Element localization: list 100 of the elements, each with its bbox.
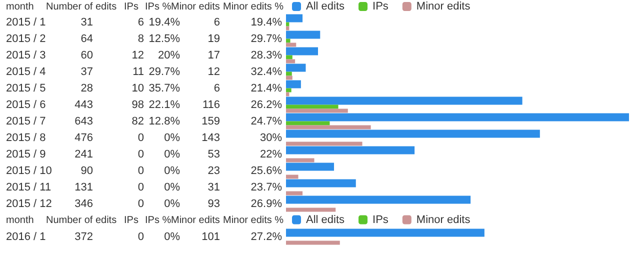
bar bbox=[286, 208, 336, 212]
data-label: 0 bbox=[138, 148, 144, 160]
text: 22% bbox=[260, 148, 282, 160]
text: 27.2% bbox=[250, 230, 282, 243]
text: Minor edits bbox=[171, 214, 220, 226]
text: 29.7% bbox=[250, 32, 282, 45]
text: 26.9% bbox=[250, 198, 282, 210]
data-label: 0 bbox=[138, 198, 144, 210]
y-tick-label: 2015 / 4 bbox=[6, 66, 46, 78]
data-label: 101 bbox=[202, 230, 220, 243]
bar bbox=[286, 113, 629, 122]
text: 32.4% bbox=[250, 66, 282, 78]
data-label: 60 bbox=[80, 49, 93, 62]
data-label: 12 bbox=[208, 66, 220, 78]
bar bbox=[286, 26, 290, 30]
y-tick-label: 2015 / 12 bbox=[6, 198, 52, 210]
bar bbox=[286, 196, 471, 204]
text: IPs bbox=[124, 2, 138, 12]
text: 26.2% bbox=[250, 98, 282, 111]
data-label: 90 bbox=[80, 164, 93, 177]
bar bbox=[286, 47, 318, 56]
data-label: 372 bbox=[74, 230, 93, 243]
data-label: 643 bbox=[74, 115, 93, 128]
bar bbox=[286, 59, 296, 64]
data-label: 6 bbox=[138, 16, 144, 28]
data-label: 12 bbox=[132, 49, 144, 62]
data-label: 8 bbox=[138, 32, 144, 45]
text: 0% bbox=[164, 230, 180, 243]
bar bbox=[286, 191, 303, 196]
text: IPs bbox=[124, 214, 138, 226]
legend-label: All edits bbox=[306, 214, 346, 226]
bar bbox=[286, 142, 362, 146]
bar bbox=[286, 76, 292, 80]
text: Number of edits bbox=[46, 214, 117, 226]
y-tick-label: 2015 / 5 bbox=[6, 82, 46, 94]
text: 30% bbox=[260, 132, 282, 144]
text: 0% bbox=[164, 148, 180, 160]
text: 0% bbox=[164, 181, 180, 194]
bar bbox=[286, 42, 296, 47]
text: 28.3% bbox=[250, 49, 282, 62]
text: IPs bbox=[372, 214, 388, 226]
y-tick-label: 2015 / 7 bbox=[6, 115, 46, 128]
data-label: 116 bbox=[202, 98, 220, 111]
text: 0% bbox=[164, 164, 180, 177]
bar bbox=[286, 146, 415, 154]
bar bbox=[286, 174, 298, 179]
text: 0% bbox=[164, 198, 180, 210]
text: Minor edits % bbox=[223, 214, 284, 226]
data-label: 131 bbox=[74, 181, 93, 194]
text: 24.7% bbox=[250, 115, 282, 128]
text: month bbox=[6, 2, 34, 12]
data-label: 82 bbox=[132, 115, 144, 128]
text: 29.7% bbox=[148, 66, 180, 78]
text: Minor edits bbox=[171, 2, 220, 12]
data-label: 31 bbox=[80, 16, 93, 28]
bar bbox=[286, 158, 314, 162]
y-tick-label: 2015 / 11 bbox=[6, 181, 52, 194]
data-label: 10 bbox=[132, 82, 144, 94]
data-label: 98 bbox=[132, 98, 144, 111]
bar bbox=[286, 121, 330, 126]
text: 21.4% bbox=[250, 82, 282, 94]
text: 19.4% bbox=[148, 16, 180, 28]
bar bbox=[286, 38, 290, 43]
data-label: 64 bbox=[80, 32, 93, 45]
data-label: 6 bbox=[214, 16, 220, 28]
bar bbox=[286, 30, 320, 39]
data-label: 11 bbox=[132, 66, 144, 78]
y-tick-label: 2015 / 10 bbox=[6, 164, 52, 177]
text: Number of edits bbox=[46, 2, 117, 12]
text: 35.7% bbox=[148, 82, 180, 94]
y-tick-label: 2015 / 2 bbox=[6, 32, 46, 45]
data-label: 0 bbox=[138, 230, 144, 243]
data-label: 0 bbox=[138, 181, 144, 194]
bar bbox=[286, 179, 356, 188]
y-axis-title: month bbox=[6, 214, 34, 226]
text: 25.6% bbox=[250, 164, 282, 177]
data-label: 28 bbox=[80, 82, 93, 94]
text: 22.1% bbox=[148, 98, 180, 111]
data-label: 19 bbox=[208, 32, 220, 45]
bar bbox=[286, 240, 340, 245]
y-tick-label: 2015 / 8 bbox=[6, 132, 46, 144]
text: 23.7% bbox=[250, 181, 282, 194]
y-tick-label: 2016 / 1 bbox=[6, 230, 46, 243]
bar bbox=[286, 108, 348, 113]
data-label: 31 bbox=[208, 181, 220, 194]
y-tick-label: 2015 / 9 bbox=[6, 148, 46, 160]
data-label: 143 bbox=[202, 132, 220, 144]
bar bbox=[286, 228, 484, 237]
text: IPs % bbox=[145, 2, 172, 12]
data-label: 443 bbox=[74, 98, 93, 111]
text: IPs % bbox=[145, 214, 172, 226]
text: 12.5% bbox=[148, 32, 180, 45]
bar bbox=[286, 96, 522, 105]
data-label: 241 bbox=[74, 148, 93, 160]
data-label: 346 bbox=[74, 198, 93, 210]
data-label: 476 bbox=[74, 132, 93, 144]
text: 19.4% bbox=[250, 16, 282, 28]
data-label: 0 bbox=[138, 164, 144, 177]
data-label: 6 bbox=[214, 82, 220, 94]
bar bbox=[286, 55, 292, 60]
